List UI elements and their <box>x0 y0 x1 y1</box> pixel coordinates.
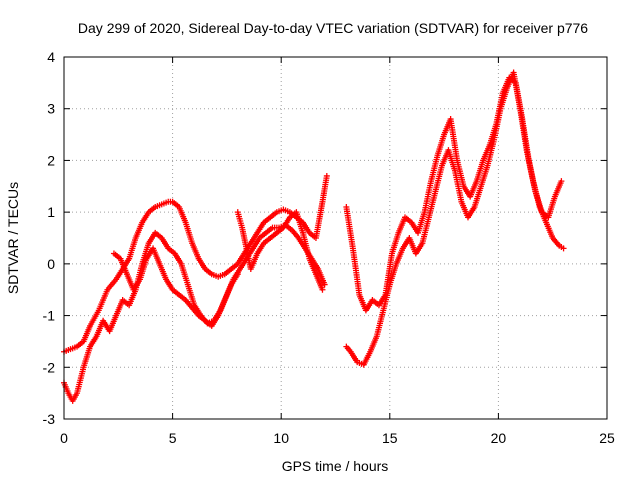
y-tick-label: 2 <box>47 152 55 168</box>
x-tick-label: 5 <box>169 430 177 446</box>
chart-title: Day 299 of 2020, Sidereal Day-to-day VTE… <box>78 20 588 36</box>
y-tick-label: 3 <box>47 101 55 117</box>
data-point <box>319 286 326 293</box>
y-tick-label: -3 <box>43 411 56 427</box>
y-axis-label: SDTVAR / TECUs <box>5 182 21 294</box>
y-tick-label: -2 <box>43 359 56 375</box>
data-point <box>323 172 330 179</box>
data-points <box>61 69 567 404</box>
plot-frame <box>63 56 608 420</box>
x-tick-label: 0 <box>60 430 68 446</box>
x-tick-label: 20 <box>491 430 507 446</box>
y-tick-label: 1 <box>47 204 55 220</box>
y-tick-label: -1 <box>43 308 56 324</box>
x-tick-label: 15 <box>382 430 398 446</box>
axes: 0 5 10 15 20 25 -3 -2 -1 0 1 2 3 4 <box>43 49 615 446</box>
y-tick-label: 4 <box>47 49 55 65</box>
x-axis-label: GPS time / hours <box>282 458 389 474</box>
x-tick-label: 25 <box>599 430 615 446</box>
plot-area <box>64 57 607 419</box>
y-tick-label: 0 <box>47 256 55 272</box>
data-point <box>558 178 565 185</box>
data-point <box>234 271 241 278</box>
x-tick-label: 10 <box>273 430 289 446</box>
data-point <box>560 245 567 252</box>
